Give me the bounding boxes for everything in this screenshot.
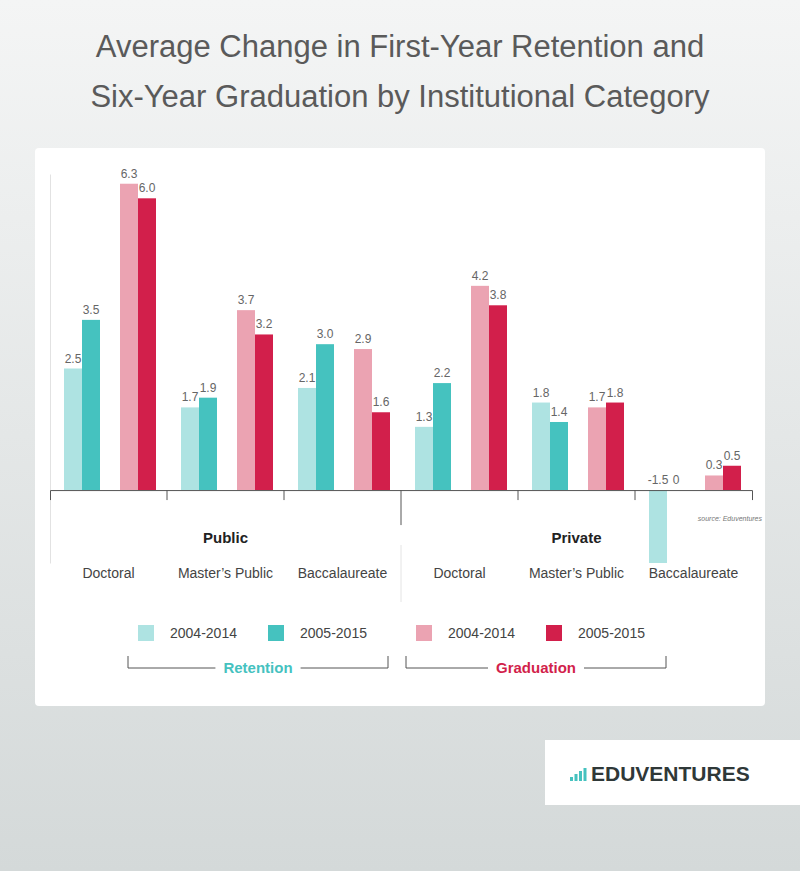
data-label: 1.7 (182, 390, 199, 404)
chart-root: Average Change in First-Year Retention a… (0, 0, 800, 871)
bar (471, 286, 489, 490)
group-divider (401, 490, 402, 525)
bar (138, 198, 156, 490)
x-tick-label: Doctoral (82, 565, 134, 581)
data-label: 2.9 (355, 332, 372, 346)
data-label: 0.3 (706, 458, 723, 472)
bar (649, 490, 667, 563)
group-divider (518, 490, 519, 500)
legend-swatch (546, 625, 562, 641)
data-label: 3.0 (317, 327, 334, 341)
source-note: source: Eduventures (698, 515, 763, 522)
data-label: 1.6 (373, 395, 390, 409)
logo-text: EDUVENTURES (591, 762, 750, 785)
data-label: 3.5 (83, 303, 100, 317)
legend-label: 2004-2014 (170, 625, 237, 641)
legend-swatch (416, 625, 432, 641)
bar (489, 305, 507, 490)
x-tick: Doctoral (82, 490, 134, 581)
legend-group-label: Graduation (496, 659, 576, 676)
group-divider (167, 490, 168, 500)
data-label: -1.5 (648, 473, 669, 487)
data-label: 1.9 (200, 381, 217, 395)
bar (64, 369, 82, 491)
logo-icon (570, 777, 573, 781)
data-label: 1.3 (416, 410, 433, 424)
bar (354, 349, 372, 490)
bar (181, 407, 199, 490)
data-label: 0.5 (724, 449, 741, 463)
background (0, 0, 800, 871)
data-label: 1.8 (533, 386, 550, 400)
legend-swatch (138, 625, 154, 641)
data-label: 1.7 (589, 390, 606, 404)
x-tick-label: Doctoral (433, 565, 485, 581)
bar (199, 398, 217, 490)
x-tick: Master’s Public (529, 490, 624, 581)
logo-icon (579, 771, 582, 781)
legend-group-label: Retention (223, 659, 292, 676)
bar (372, 412, 390, 490)
bar (532, 403, 550, 491)
data-label: 2.1 (299, 371, 316, 385)
legend-label: 2005-2015 (578, 625, 645, 641)
data-label: 1.8 (607, 386, 624, 400)
y-axis-line (50, 175, 51, 564)
data-label: 3.8 (490, 288, 507, 302)
logo-box (545, 740, 800, 805)
category-group-label: Public (203, 529, 248, 546)
title-line: Average Change in First-Year Retention a… (96, 29, 704, 64)
category-group-separator (401, 545, 402, 602)
title-line: Six-Year Graduation by Institutional Cat… (90, 79, 710, 114)
data-label: 6.3 (121, 167, 138, 181)
data-label: 6.0 (139, 181, 156, 195)
x-tick: Baccalaureate (298, 490, 388, 581)
bar (237, 310, 255, 490)
chart-svg: Average Change in First-Year Retention a… (0, 0, 800, 871)
data-label: 3.2 (256, 317, 273, 331)
x-tick-label: Master’s Public (178, 565, 273, 581)
bar (298, 388, 316, 490)
bar (550, 422, 568, 490)
title: Average Change in First-Year Retention a… (90, 29, 710, 114)
category-group-label: Private (551, 529, 601, 546)
data-label: 2.5 (65, 352, 82, 366)
data-label: 2.2 (434, 366, 451, 380)
bar (723, 466, 741, 490)
data-label: 3.7 (238, 293, 255, 307)
legend: 2004-2014 2005-2015 2004-2014 2005-2015 Rete… (128, 625, 666, 676)
panel (35, 148, 765, 706)
series-bars (138, 198, 741, 490)
bar (606, 403, 624, 491)
x-tick-label: Baccalaureate (649, 565, 739, 581)
data-label: 4.2 (472, 269, 489, 283)
bar (705, 475, 723, 490)
logo-icon (575, 774, 578, 781)
bar (120, 184, 138, 490)
legend-label: 2004-2014 (448, 625, 515, 641)
bar (588, 407, 606, 490)
data-labels: 2.5 1.7 2.1 1.3 1.8 -1.5 3.5 1.9 3.0 2.2 1.4 0 6.3 3.… (65, 167, 741, 487)
bar (415, 427, 433, 490)
bars (64, 184, 741, 563)
x-tick: Doctoral (433, 490, 485, 581)
legend-label: 2005-2015 (300, 625, 367, 641)
x-tick: Baccalaureate (649, 490, 739, 581)
group-divider (284, 490, 285, 500)
x-tick-label: Master’s Public (529, 565, 624, 581)
data-label: 1.4 (551, 405, 568, 419)
bar (316, 344, 334, 490)
legend-swatch (268, 625, 284, 641)
series-bars (120, 184, 723, 490)
x-tick: Master’s Public (178, 490, 273, 581)
logo-icon (584, 768, 587, 781)
bar (82, 320, 100, 490)
bar (255, 334, 273, 490)
x-tick-label: Baccalaureate (298, 565, 388, 581)
group-divider (635, 490, 636, 500)
bar (433, 383, 451, 490)
y-axis (50, 175, 51, 564)
data-label: 0 (673, 473, 680, 487)
